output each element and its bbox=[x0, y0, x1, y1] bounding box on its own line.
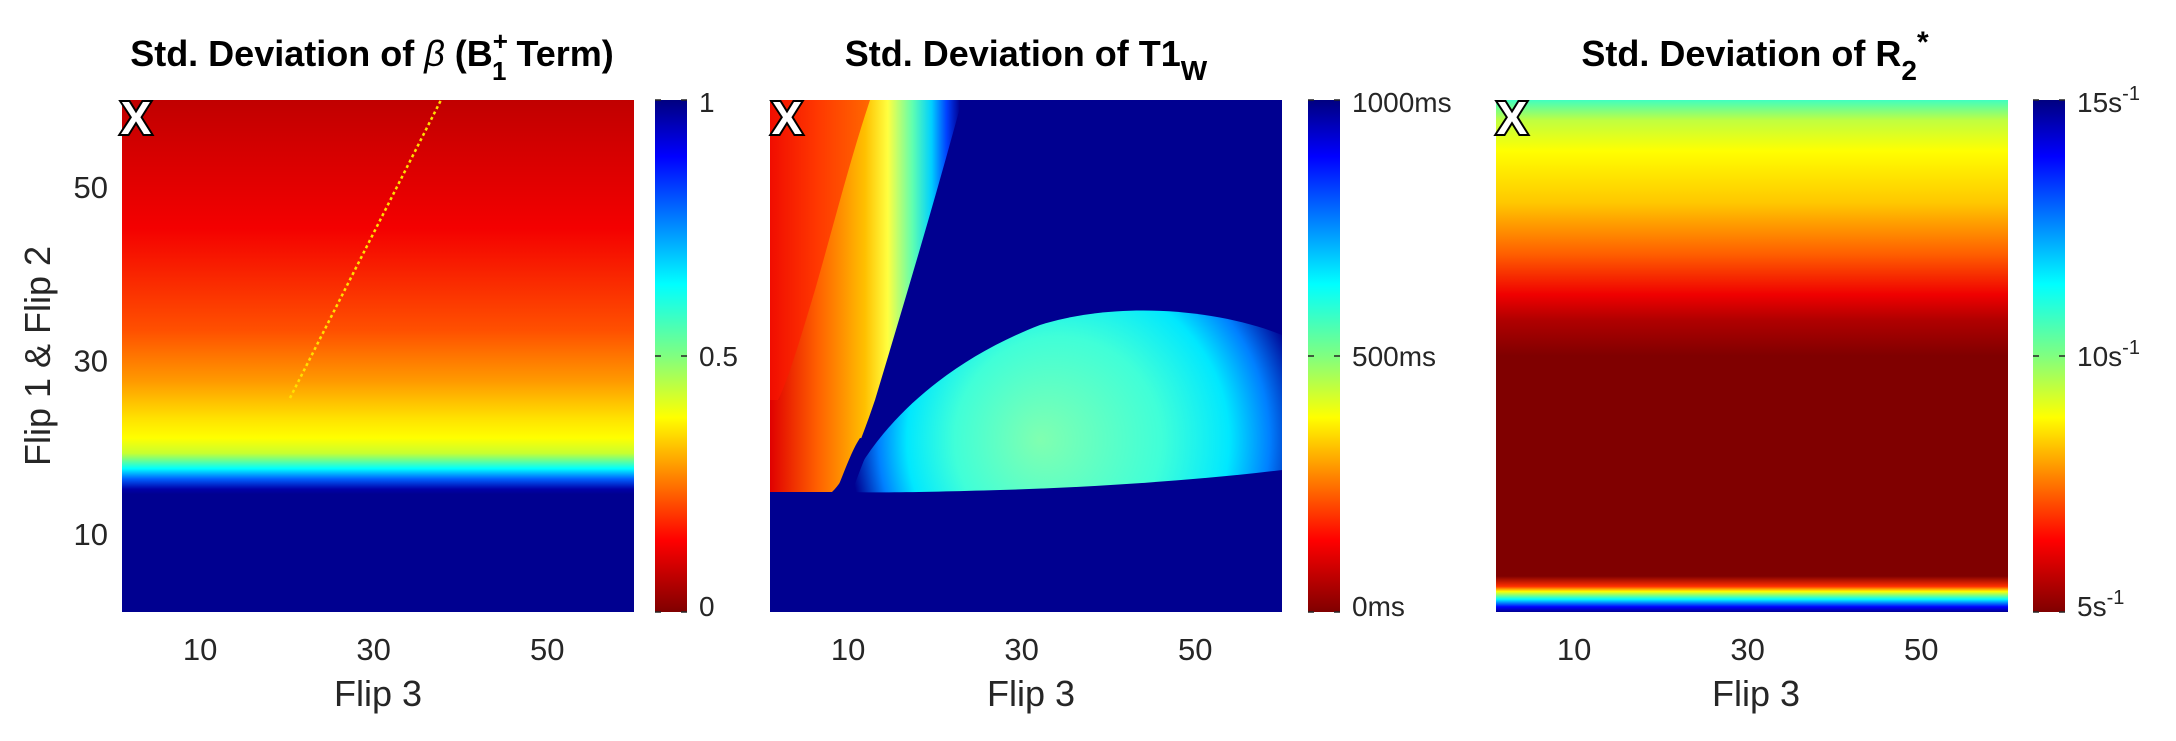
heatmap-field-2 bbox=[770, 100, 1282, 612]
x-axis-label-3: Flip 3 bbox=[1712, 673, 1800, 714]
y-axis-label: Flip 1 & Flip 2 bbox=[17, 246, 58, 466]
colorbar-tick-label: 0ms bbox=[1352, 591, 1405, 622]
y-tick-label: 30 bbox=[74, 343, 108, 378]
x-tick-label: 10 bbox=[1557, 632, 1591, 667]
colorbar-ticks-3: 5s-1 10s-1 15s-1 bbox=[2033, 83, 2140, 622]
y-axis-ticks-1: 10 30 50 bbox=[74, 170, 108, 552]
heatmap-field-3 bbox=[1496, 100, 2008, 612]
marker-x-1: X bbox=[121, 92, 152, 144]
panel-2-title: Std. Deviation of T1W bbox=[845, 33, 1208, 86]
x-tick-label: 50 bbox=[1904, 632, 1938, 667]
x-tick-label: 10 bbox=[183, 632, 217, 667]
x-axis-ticks-3: 10 30 50 bbox=[1557, 632, 1939, 667]
x-tick-label: 30 bbox=[356, 632, 390, 667]
panel-t1w-std: Std. Deviation of T1W X 10 30 50 Flip 3 0m… bbox=[770, 33, 1452, 714]
heatmap-field-1 bbox=[122, 100, 634, 612]
x-tick-label: 10 bbox=[831, 632, 865, 667]
colorbar-ticks-2: 0ms 500ms 1000ms bbox=[1308, 87, 1452, 622]
x-tick-label: 50 bbox=[1178, 632, 1212, 667]
y-tick-label: 10 bbox=[74, 517, 108, 552]
colorbar-tick-label: 10s-1 bbox=[2077, 337, 2140, 372]
colorbar-tick-label: 1000ms bbox=[1352, 87, 1452, 118]
x-tick-label: 30 bbox=[1730, 632, 1764, 667]
colorbar-tick-label: 1 bbox=[699, 87, 715, 118]
heatmap-artifact-line bbox=[288, 99, 443, 399]
x-axis-label-1: Flip 3 bbox=[334, 673, 422, 714]
colorbar-tick-label: 0.5 bbox=[699, 341, 738, 372]
panel-r2star-std: Std. Deviation of R2* X 10 30 50 Flip 3 5s… bbox=[1495, 26, 2140, 714]
y-tick-label: 50 bbox=[74, 170, 108, 205]
x-tick-label: 30 bbox=[1004, 632, 1038, 667]
colorbar-tick-label: 15s-1 bbox=[2077, 83, 2140, 118]
x-axis-ticks-2: 10 30 50 bbox=[831, 632, 1213, 667]
x-axis-label-2: Flip 3 bbox=[987, 673, 1075, 714]
marker-x-2: X bbox=[772, 92, 803, 144]
x-axis-ticks-1: 10 30 50 bbox=[183, 632, 565, 667]
colorbar-tick-label: 5s-1 bbox=[2077, 587, 2124, 622]
colorbar-tick-label: 0 bbox=[699, 591, 715, 622]
panel-beta-std: Std. Deviation of β (B+ 1 Term) X 103050 … bbox=[17, 26, 738, 714]
panel-3-title: Std. Deviation of R2* bbox=[1581, 26, 1929, 86]
panel-1-title: Std. Deviation of β (B+ 1 Term) bbox=[130, 26, 614, 86]
colorbar-tick-label: 500ms bbox=[1352, 341, 1436, 372]
marker-x-3: X bbox=[1497, 92, 1528, 144]
x-tick-label: 50 bbox=[530, 632, 564, 667]
colorbar-ticks-1: 00.51 bbox=[655, 87, 738, 622]
